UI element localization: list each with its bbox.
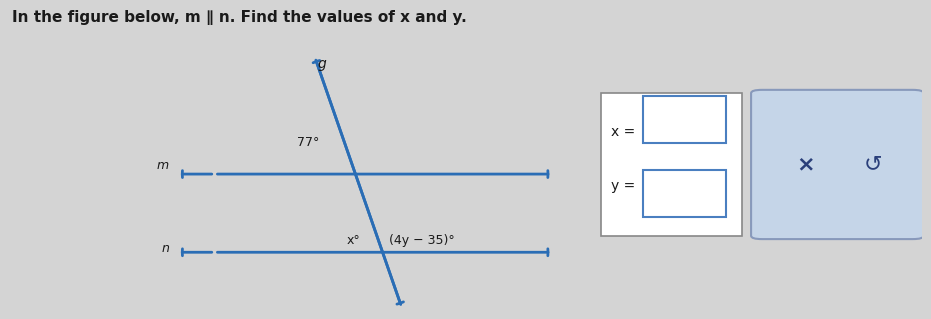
Bar	[600, 93, 742, 236]
Text: x°: x°	[347, 234, 360, 248]
Text: 77°: 77°	[297, 137, 319, 149]
FancyBboxPatch shape	[751, 90, 924, 239]
Bar	[643, 170, 725, 217]
Text: In the figure below, m ∥ n. Find the values of x and y.: In the figure below, m ∥ n. Find the val…	[12, 10, 466, 25]
Text: (4y − 35)°: (4y − 35)°	[389, 234, 454, 248]
Text: y =: y =	[612, 179, 636, 193]
Text: g: g	[317, 57, 327, 71]
Text: ×: ×	[797, 154, 816, 174]
Text: x =: x =	[612, 125, 636, 139]
Text: n: n	[161, 242, 169, 255]
Bar	[643, 96, 725, 143]
Text: ↺: ↺	[864, 154, 883, 174]
Text: m: m	[156, 160, 169, 172]
